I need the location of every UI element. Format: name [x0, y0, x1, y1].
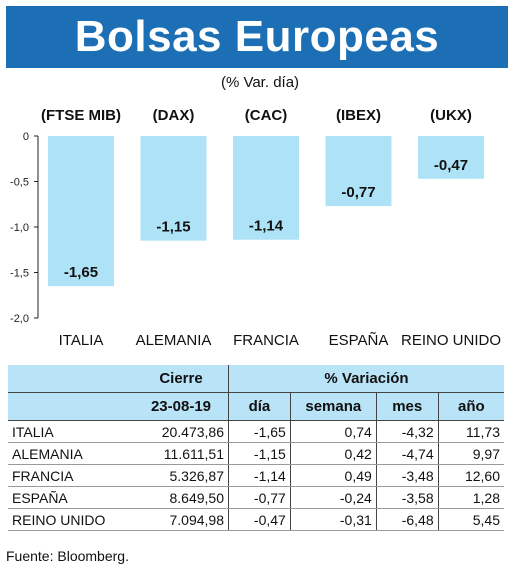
- row-dia: -1,65: [228, 420, 291, 443]
- row-name: REINO UNIDO: [8, 508, 134, 531]
- row-dia: -0,47: [228, 508, 291, 531]
- data-table: Cierre % Variación 23-08-19 día semana m…: [8, 365, 504, 531]
- row-mes: -4,32: [375, 420, 439, 443]
- category-label: FRANCIA: [233, 332, 299, 349]
- row-anio: 11,73: [437, 420, 504, 443]
- header-blank-2: [8, 392, 134, 421]
- row-mes: -3,58: [375, 486, 439, 509]
- row-anio: 9,97: [437, 442, 504, 465]
- header-cierre: Cierre: [134, 365, 229, 393]
- row-cierre: 7.094,98: [134, 508, 229, 531]
- bar-chart: 0 -0,5 -1,0 -1,5 -2,0 -1,65 (FTSE MIB) ITALIA -1…: [10, 107, 501, 349]
- row-name: FRANCIA: [8, 464, 134, 487]
- bar-alemania: [140, 136, 207, 241]
- row-anio: 1,28: [437, 486, 504, 509]
- row-mes: -3,48: [375, 464, 439, 487]
- header-dia: día: [228, 392, 291, 421]
- bar-españa: [325, 136, 392, 207]
- y-tick-label: 0: [23, 131, 29, 143]
- row-cierre: 8.649,50: [134, 486, 229, 509]
- header-blank: [8, 365, 134, 393]
- index-label: (UKX): [430, 107, 472, 124]
- bar-value-label: -1,15: [156, 219, 190, 236]
- category-label: REINO UNIDO: [401, 332, 501, 349]
- table-row: FRANCIA 5.326,87 -1,14 0,49 -3,48 12,60: [8, 464, 504, 487]
- row-semana: 0,49: [289, 464, 377, 487]
- header-variacion: % Variación: [228, 365, 504, 393]
- bar-value-label: -1,14: [249, 218, 284, 235]
- table-row: ESPAÑA 8.649,50 -0,77 -0,24 -3,58 1,28: [8, 486, 504, 509]
- header-mes: mes: [375, 392, 439, 421]
- y-tick-label: -2,0: [10, 313, 29, 325]
- bar-value-label: -1,65: [64, 264, 98, 281]
- row-semana: -0,31: [289, 508, 377, 531]
- y-tick-label: -1,0: [10, 222, 29, 234]
- row-cierre: 20.473,86: [134, 420, 229, 443]
- category-label: ESPAÑA: [329, 332, 389, 349]
- row-anio: 12,60: [437, 464, 504, 487]
- y-tick-label: -0,5: [10, 177, 29, 189]
- row-semana: 0,74: [289, 420, 377, 443]
- bar-francia: [233, 136, 299, 240]
- table-row: ALEMANIA 11.611,51 -1,15 0,42 -4,74 9,97: [8, 442, 504, 465]
- row-mes: -4,74: [375, 442, 439, 465]
- row-semana: -0,24: [289, 486, 377, 509]
- row-name: ALEMANIA: [8, 442, 134, 465]
- source-note: Fuente: Bloomberg.: [6, 548, 129, 564]
- table-subheader-row: 23-08-19 día semana mes año: [8, 392, 504, 421]
- bar-italia: [48, 136, 114, 287]
- table-row: REINO UNIDO 7.094,98 -0,47 -0,31 -6,48 5…: [8, 508, 504, 531]
- bar-value-label: -0,77: [341, 184, 375, 201]
- index-label: (FTSE MIB): [41, 107, 121, 124]
- row-dia: -0,77: [228, 486, 291, 509]
- row-cierre: 5.326,87: [134, 464, 229, 487]
- index-label: (CAC): [245, 107, 288, 124]
- row-name: ITALIA: [8, 420, 134, 443]
- category-label: ALEMANIA: [136, 332, 212, 349]
- category-label: ITALIA: [59, 332, 104, 349]
- page-title: Bolsas Europeas: [74, 12, 440, 61]
- table-row: ITALIA 20.473,86 -1,65 0,74 -4,32 11,73: [8, 420, 504, 443]
- header-date: 23-08-19: [134, 392, 229, 421]
- row-dia: -1,15: [228, 442, 291, 465]
- row-name: ESPAÑA: [8, 486, 134, 509]
- y-tick-label: -1,5: [10, 268, 29, 280]
- title-bar: Bolsas Europeas: [6, 6, 508, 68]
- bar-reino-unido: [418, 136, 484, 179]
- table-header-row: Cierre % Variación: [8, 365, 504, 393]
- bar-value-label: -0,47: [434, 157, 468, 174]
- header-semana: semana: [289, 392, 377, 421]
- row-dia: -1,14: [228, 464, 291, 487]
- index-label: (IBEX): [336, 107, 381, 124]
- header-anio: año: [437, 392, 504, 421]
- row-cierre: 11.611,51: [134, 442, 229, 465]
- row-semana: 0,42: [289, 442, 377, 465]
- row-mes: -6,48: [375, 508, 439, 531]
- chart-subtitle: (% Var. día): [220, 74, 300, 91]
- index-label: (DAX): [153, 107, 195, 124]
- row-anio: 5,45: [437, 508, 504, 531]
